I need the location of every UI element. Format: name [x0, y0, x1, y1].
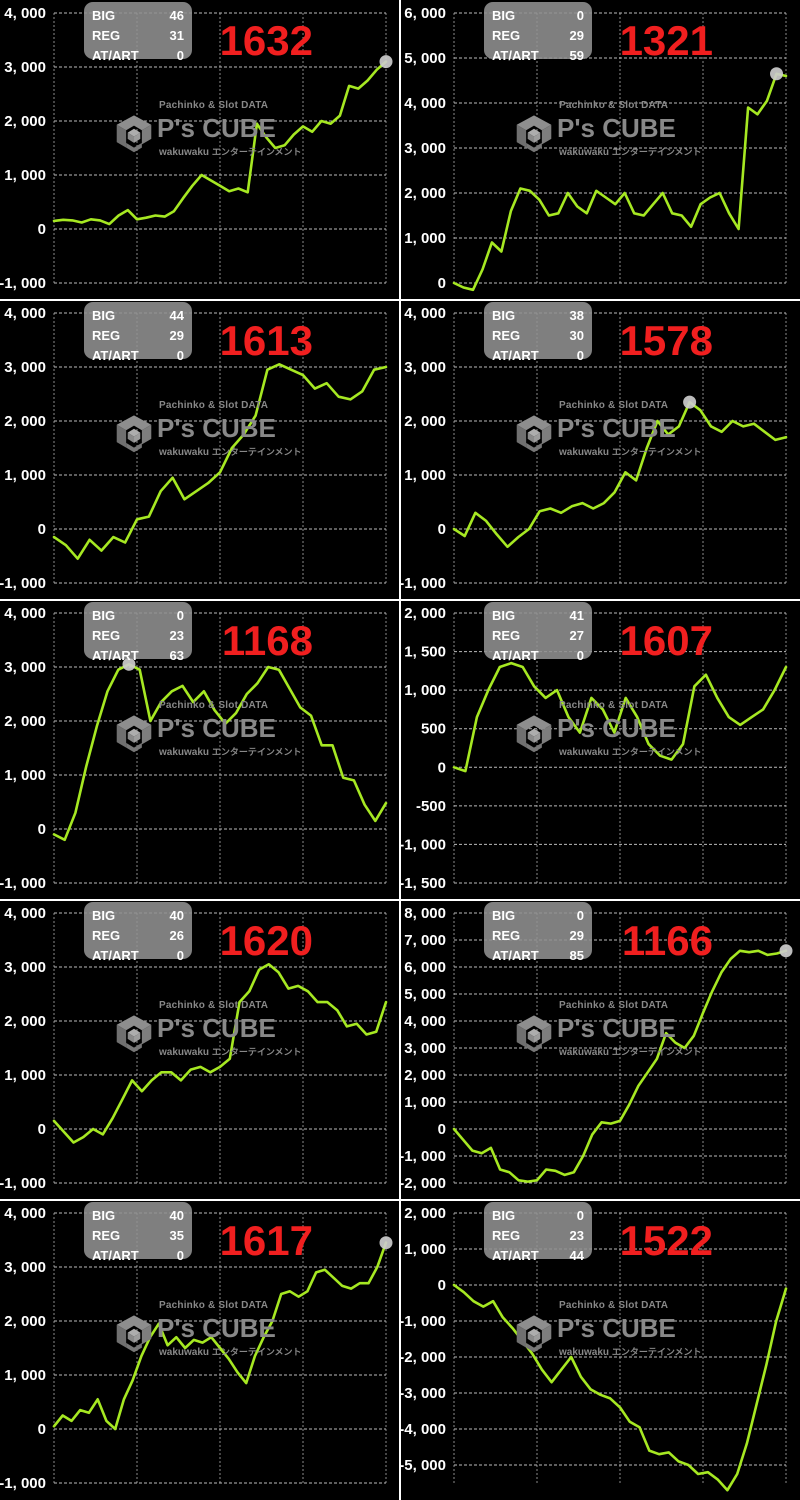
svg-text:4, 000: 4, 000	[4, 305, 46, 322]
svg-text:0: 0	[38, 521, 46, 538]
svg-text:3, 000: 3, 000	[404, 359, 446, 376]
svg-text:-3, 000: -3, 000	[400, 1385, 446, 1402]
svg-text:2, 000: 2, 000	[4, 1013, 46, 1030]
svg-text:1, 000: 1, 000	[404, 1094, 446, 1111]
svg-text:500: 500	[421, 721, 446, 738]
svg-text:3, 000: 3, 000	[4, 959, 46, 976]
svg-text:-1, 000: -1, 000	[400, 1313, 446, 1330]
svg-text:0: 0	[38, 821, 46, 838]
svg-text:-1, 000: -1, 000	[400, 575, 446, 592]
svg-text:-1, 000: -1, 000	[400, 1148, 446, 1165]
svg-text:-2, 000: -2, 000	[400, 1349, 446, 1366]
svg-text:1, 000: 1, 000	[404, 467, 446, 484]
svg-text:2, 000: 2, 000	[404, 413, 446, 430]
svg-text:4, 000: 4, 000	[4, 1205, 46, 1222]
svg-text:4, 000: 4, 000	[4, 605, 46, 622]
svg-text:1, 000: 1, 000	[4, 167, 46, 184]
svg-text:2, 000: 2, 000	[4, 413, 46, 430]
svg-text:1, 000: 1, 000	[4, 1067, 46, 1084]
svg-text:8, 000: 8, 000	[404, 905, 446, 922]
svg-text:2, 000: 2, 000	[404, 605, 446, 622]
svg-text:0: 0	[438, 275, 446, 292]
svg-text:-1, 000: -1, 000	[0, 1175, 46, 1192]
svg-text:0: 0	[438, 1277, 446, 1294]
svg-text:1, 000: 1, 000	[4, 1367, 46, 1384]
svg-text:1, 000: 1, 000	[404, 682, 446, 699]
svg-text:2, 000: 2, 000	[4, 113, 46, 130]
svg-text:3, 000: 3, 000	[4, 59, 46, 76]
svg-text:3, 000: 3, 000	[4, 1259, 46, 1276]
svg-text:0: 0	[38, 1121, 46, 1138]
svg-text:4, 000: 4, 000	[404, 1013, 446, 1030]
svg-text:-1, 000: -1, 000	[400, 836, 446, 853]
svg-text:6, 000: 6, 000	[404, 959, 446, 976]
svg-text:2, 000: 2, 000	[404, 1205, 446, 1222]
svg-text:7, 000: 7, 000	[404, 932, 446, 949]
svg-text:0: 0	[438, 1121, 446, 1138]
svg-text:2, 000: 2, 000	[4, 713, 46, 730]
svg-text:-1, 000: -1, 000	[0, 875, 46, 892]
svg-text:2, 000: 2, 000	[404, 1067, 446, 1084]
svg-text:0: 0	[438, 759, 446, 776]
svg-text:3, 000: 3, 000	[4, 359, 46, 376]
svg-text:-4, 000: -4, 000	[400, 1421, 446, 1438]
svg-text:1, 000: 1, 000	[404, 230, 446, 247]
svg-text:5, 000: 5, 000	[404, 50, 446, 67]
svg-text:1, 000: 1, 000	[404, 1241, 446, 1258]
svg-text:5, 000: 5, 000	[404, 986, 446, 1003]
svg-text:-1, 000: -1, 000	[0, 575, 46, 592]
svg-text:4, 000: 4, 000	[404, 95, 446, 112]
svg-text:0: 0	[38, 1421, 46, 1438]
svg-text:1, 500: 1, 500	[404, 644, 446, 661]
svg-text:3, 000: 3, 000	[404, 140, 446, 157]
svg-text:2, 000: 2, 000	[404, 185, 446, 202]
svg-text:4, 000: 4, 000	[404, 305, 446, 322]
svg-text:1, 000: 1, 000	[4, 467, 46, 484]
svg-text:-500: -500	[416, 798, 446, 815]
svg-text:1, 000: 1, 000	[4, 767, 46, 784]
svg-text:0: 0	[438, 521, 446, 538]
svg-text:3, 000: 3, 000	[4, 659, 46, 676]
svg-text:-1, 000: -1, 000	[0, 275, 46, 292]
svg-text:6, 000: 6, 000	[404, 5, 446, 22]
svg-text:3, 000: 3, 000	[404, 1040, 446, 1057]
svg-text:-1, 500: -1, 500	[400, 875, 446, 892]
svg-text:4, 000: 4, 000	[4, 5, 46, 22]
svg-text:2, 000: 2, 000	[4, 1313, 46, 1330]
svg-text:0: 0	[38, 221, 46, 238]
svg-text:-5, 000: -5, 000	[400, 1457, 446, 1474]
svg-text:-2, 000: -2, 000	[400, 1175, 446, 1192]
svg-text:-1, 000: -1, 000	[0, 1475, 46, 1492]
svg-text:4, 000: 4, 000	[4, 905, 46, 922]
